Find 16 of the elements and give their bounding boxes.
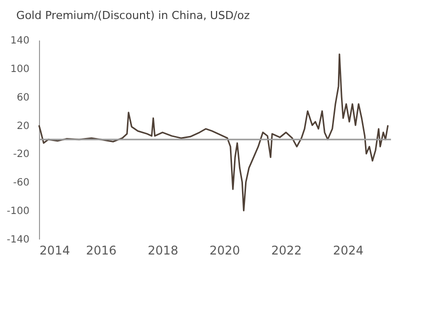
x-tick-label: 2022: [271, 244, 302, 258]
x-tick-label: 2016: [86, 244, 117, 258]
y-tick-label: -60: [13, 178, 30, 189]
x-tick-label: 2024: [333, 244, 364, 258]
x-tick-label: 2014: [40, 244, 70, 258]
x-tick-label: 2020: [209, 244, 240, 258]
y-tick-label: 140: [10, 36, 30, 46]
y-tick-label: -20: [13, 149, 30, 160]
x-tick-label: 2018: [148, 244, 178, 258]
line-series: [38, 53, 389, 212]
y-tick-label: 20: [16, 120, 30, 132]
chart-title: Gold Premium/(Discount) in China, USD/oz: [16, 9, 250, 22]
y-tick-label: -140: [6, 234, 30, 246]
y-tick-label: 100: [10, 64, 30, 75]
y-tick-label: 60: [16, 92, 30, 104]
y-tick-label: -100: [6, 206, 30, 218]
